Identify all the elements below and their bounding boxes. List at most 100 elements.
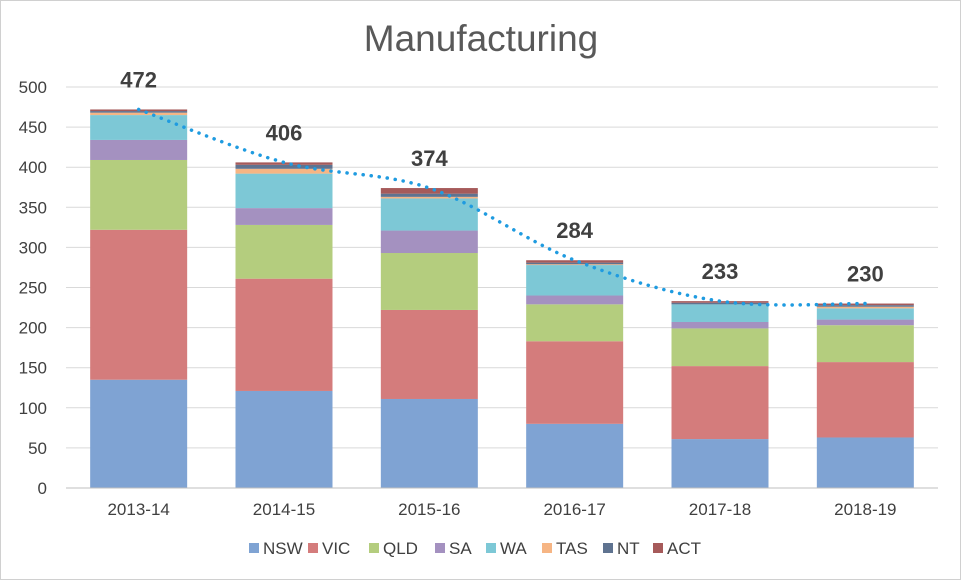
legend-label: ACT (667, 539, 701, 558)
total-label: 472 (120, 67, 157, 92)
y-tick-label: 200 (19, 319, 47, 338)
bar-segment-vic (816, 362, 914, 438)
bar-segment-wa (90, 115, 188, 140)
bar-segment-wa (671, 304, 769, 322)
bar-segment-wa (235, 173, 333, 209)
bar-segment-qld (380, 253, 478, 310)
bar-stack (671, 301, 769, 488)
legend-label: NT (617, 539, 640, 558)
bar-segment-nt (380, 193, 478, 197)
total-label: 374 (411, 146, 448, 171)
x-tick-label: 2014-15 (253, 500, 315, 519)
bar-segment-tas (380, 196, 478, 199)
legend-item-act: ACT (653, 539, 701, 558)
trendline (136, 107, 868, 307)
bar-segment-tas (90, 112, 188, 116)
bar-segment-wa (526, 265, 624, 296)
bars (90, 109, 914, 488)
chart-title: Manufacturing (364, 18, 598, 59)
total-labels: 472 406 374 284 233 230 (120, 67, 883, 286)
legend-swatch (369, 543, 379, 553)
bar-segment-wa (380, 198, 478, 231)
bar-segment-qld (671, 328, 769, 367)
legend-item-vic: VIC (308, 539, 350, 558)
bar-segment-sa (526, 295, 624, 305)
bar-segment-nsw (526, 423, 624, 488)
bar-segment-nsw (235, 390, 333, 488)
bar-segment-act (526, 260, 624, 263)
y-tick-label: 250 (19, 279, 47, 298)
bar-stack (526, 260, 624, 488)
legend-label: QLD (383, 539, 418, 558)
gridlines (66, 86, 938, 449)
x-tick-label: 2015-16 (398, 500, 460, 519)
bar-stack (816, 303, 914, 488)
bar-segment-wa (816, 308, 914, 320)
bar-segment-vic (526, 341, 624, 424)
bar-segment-vic (90, 229, 188, 380)
bar-segment-sa (671, 321, 769, 329)
y-tick-label: 150 (19, 359, 47, 378)
y-axis-ticks: 0 50 100 150 200 250 300 350 400 450 500 (19, 78, 47, 498)
bar-segment-vic (671, 366, 769, 440)
y-tick-label: 100 (19, 399, 47, 418)
bar-segment-act (380, 188, 478, 194)
legend-swatch (542, 543, 552, 553)
legend-item-nsw: NSW (249, 539, 303, 558)
bar-segment-nsw (671, 439, 769, 488)
legend-item-nt: NT (603, 539, 640, 558)
total-label: 233 (702, 259, 739, 284)
bar-stack (90, 109, 188, 488)
bar-segment-qld (90, 159, 188, 230)
bar-segment-nsw (380, 398, 478, 488)
legend-swatch (249, 543, 259, 553)
bar-stack (380, 188, 478, 488)
y-tick-label: 300 (19, 238, 47, 257)
x-axis-ticks: 2013-14 2014-15 2015-16 2016-17 2017-18 2018-… (107, 500, 896, 519)
bar-segment-sa (90, 139, 188, 160)
legend-item-tas: TAS (542, 539, 588, 558)
bar-segment-tas (526, 264, 624, 266)
legend-label: NSW (263, 539, 303, 558)
legend-item-wa: WA (486, 539, 527, 558)
legend-swatch (603, 543, 613, 553)
bar-segment-nsw (90, 379, 188, 488)
total-label: 230 (847, 262, 884, 287)
x-tick-label: 2018-19 (834, 500, 896, 519)
legend-label: WA (500, 539, 527, 558)
trendline-path (136, 107, 868, 307)
legend-item-qld: QLD (369, 539, 418, 558)
bar-segment-nt (816, 305, 914, 307)
legend: NSW VIC QLD SA WA TAS NT ACT (249, 539, 701, 558)
bar-segment-qld (816, 325, 914, 363)
legend-swatch (435, 543, 445, 553)
y-tick-label: 350 (19, 198, 47, 217)
bar-stack (235, 162, 333, 488)
bar-segment-sa (816, 319, 914, 326)
legend-swatch (308, 543, 318, 553)
total-label: 284 (556, 218, 593, 243)
y-tick-label: 0 (38, 479, 47, 498)
bar-segment-qld (526, 304, 624, 342)
legend-swatch (486, 543, 496, 553)
bar-segment-qld (235, 224, 333, 279)
bar-segment-vic (235, 278, 333, 391)
bar-segment-nsw (816, 437, 914, 488)
y-tick-label: 50 (28, 439, 47, 458)
legend-label: SA (449, 539, 472, 558)
legend-label: VIC (322, 539, 350, 558)
x-tick-label: 2017-18 (689, 500, 751, 519)
legend-swatch (653, 543, 663, 553)
bar-segment-sa (235, 208, 333, 225)
total-label: 406 (266, 120, 303, 145)
y-tick-label: 400 (19, 158, 47, 177)
y-tick-label: 450 (19, 118, 47, 137)
legend-label: TAS (556, 539, 588, 558)
legend-item-sa: SA (435, 539, 472, 558)
bar-segment-nt (90, 111, 188, 113)
bar-segment-nt (526, 262, 624, 265)
bar-segment-sa (380, 230, 478, 254)
bar-segment-vic (380, 309, 478, 399)
